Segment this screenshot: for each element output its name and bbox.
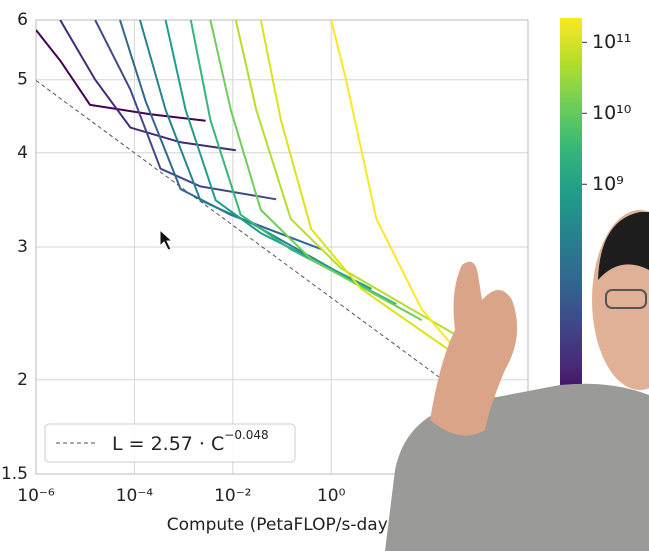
presenter	[159, 210, 649, 551]
x-axis-label: Compute (PetaFLOP/s-days)	[167, 515, 404, 535]
plot-area: 10⁻⁶ 10⁻⁴ 10⁻² 10⁰ 1.5 2 3 4 5 6 L = 2.57 · C−0.04…	[1, 10, 529, 506]
colorbar-tick-label: 10⁹	[592, 173, 624, 195]
colorbar-tick-label: 10¹¹	[592, 31, 631, 53]
y-tick-label: 1.5	[1, 464, 28, 484]
legend-label: L = 2.57 · C−0.048	[112, 428, 269, 455]
y-tick-label: 4	[17, 143, 28, 163]
x-tick-label: 10⁻⁶	[17, 486, 55, 506]
series-line	[59, 20, 236, 152]
y-tick-label: 2	[17, 370, 28, 390]
fit-line	[36, 80, 528, 443]
y-tick-label: 6	[17, 10, 28, 30]
y-tick-label: 5	[17, 70, 28, 90]
colorbar-tick-label: 10¹⁰	[592, 102, 631, 124]
hair	[598, 212, 649, 280]
series-line	[139, 20, 347, 278]
x-tick-label: 10⁰	[317, 486, 346, 506]
axes-frame	[35, 19, 529, 475]
legend-box	[44, 423, 296, 463]
glasses	[605, 289, 647, 309]
series-line	[94, 20, 277, 201]
hand	[430, 261, 518, 436]
y-tick-label: 3	[17, 237, 28, 257]
colorbar	[560, 18, 582, 410]
series-line	[234, 20, 473, 345]
x-tick-label: 10⁻²	[214, 486, 251, 506]
legend-main: L = 2.57 · C	[112, 433, 224, 455]
series-line	[164, 20, 372, 290]
series-line	[209, 20, 423, 321]
series-line	[259, 20, 498, 384]
x-tick-label: 10⁻⁴	[116, 486, 154, 506]
cursor	[159, 228, 174, 251]
legend-exponent: −0.048	[224, 428, 268, 442]
series-line	[119, 20, 322, 251]
